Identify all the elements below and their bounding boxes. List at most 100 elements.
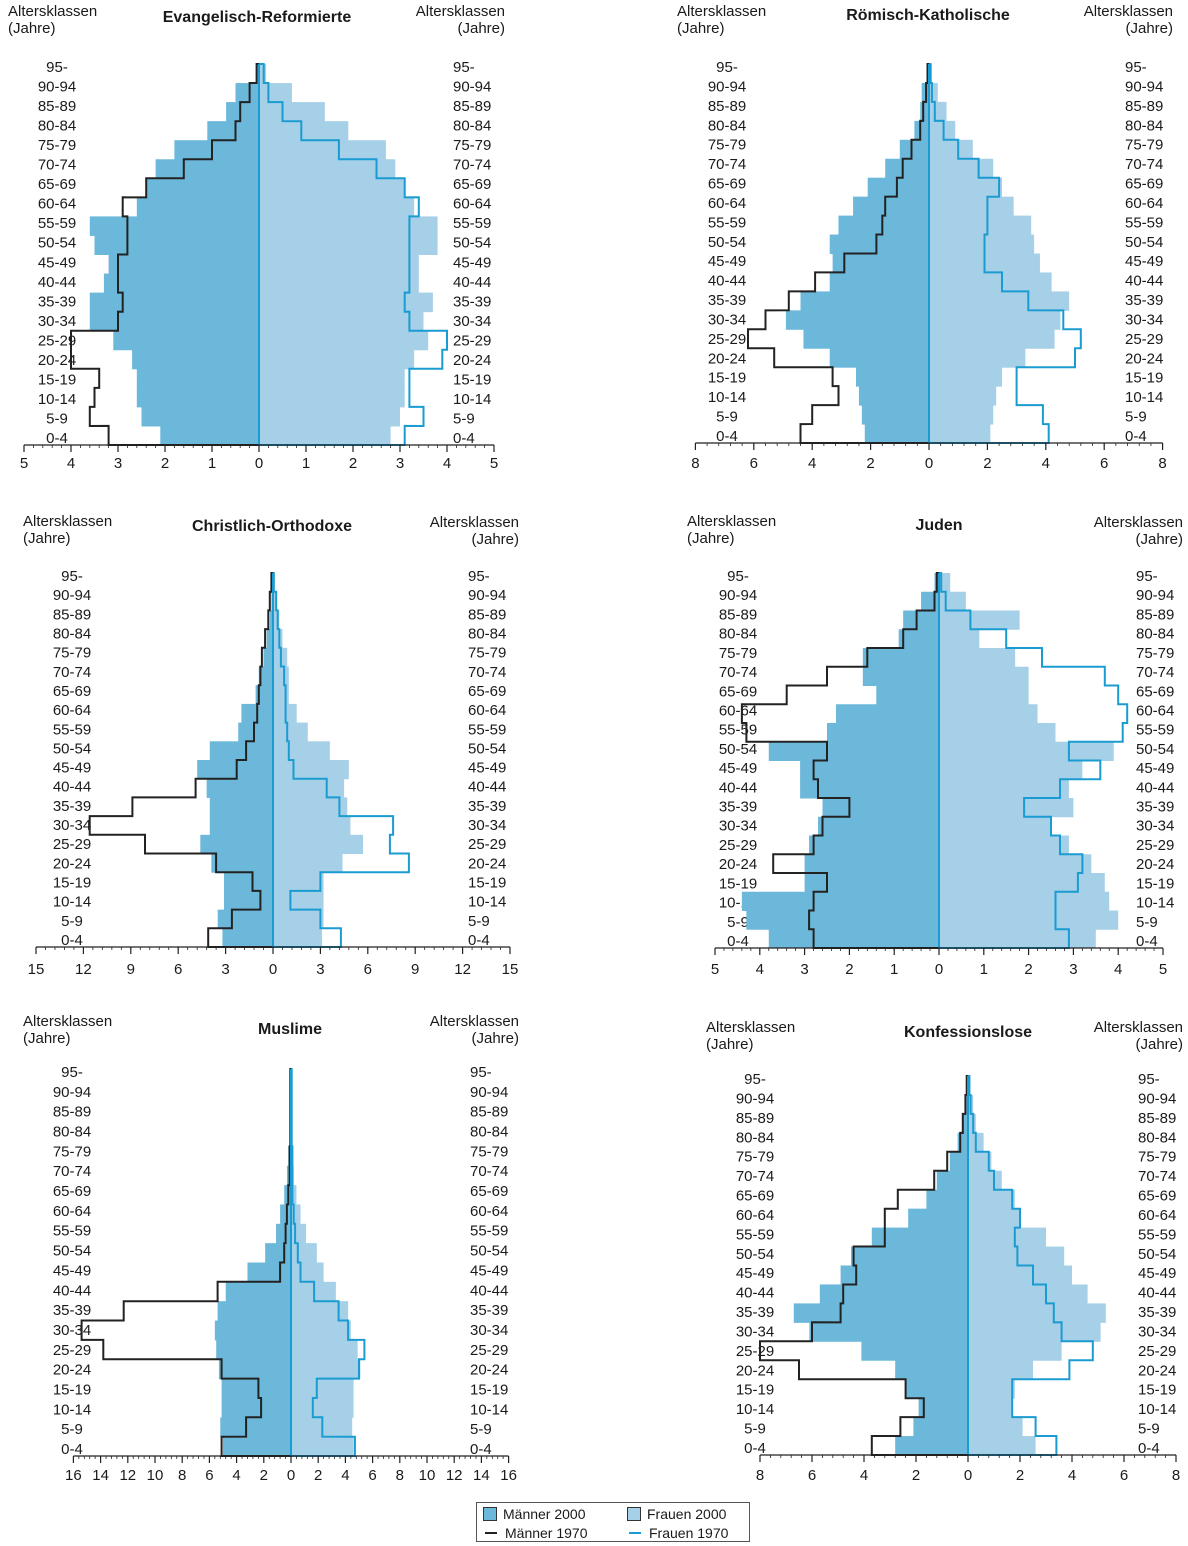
age-label-right: 95-: [1136, 568, 1158, 585]
age-label-left: 30-34: [708, 311, 746, 328]
axis-heading-left-unit: (Jahre): [706, 1036, 754, 1053]
axis-heading-left-unit: (Jahre): [23, 1030, 71, 1047]
x-tick-label: 1: [208, 455, 216, 472]
age-label-left: 55-59: [53, 721, 91, 738]
bar-men-2000: [160, 425, 259, 446]
x-tick-label: 8: [178, 1467, 186, 1484]
age-label-left: 95-: [61, 568, 83, 585]
bar-women-2000: [291, 1243, 317, 1263]
age-label-right: 0-4: [453, 430, 475, 447]
age-label-left: 80-84: [53, 1124, 91, 1141]
bar-men-2000: [216, 1339, 291, 1360]
bar-men-2000: [108, 254, 259, 275]
age-label-right: 50-54: [1138, 1246, 1176, 1263]
bar-men-2000: [214, 1320, 291, 1341]
age-label-right: 55-59: [470, 1223, 508, 1240]
bar-women-2000: [929, 177, 1002, 198]
x-tick-label: 8: [1172, 1467, 1180, 1484]
age-label-left: 75-79: [53, 1143, 91, 1160]
bar-men-2000: [209, 741, 273, 761]
age-label-left: 20-24: [719, 856, 757, 873]
age-label-right: 70-74: [453, 157, 491, 174]
chart-title: Muslime: [258, 1021, 322, 1038]
age-label-left: 20-24: [38, 352, 76, 369]
age-label-right: 20-24: [1136, 856, 1174, 873]
x-tick-label: 2: [314, 1467, 322, 1484]
age-label-right: 30-34: [1138, 1323, 1176, 1340]
age-label-right: 25-29: [1136, 837, 1174, 854]
x-tick-label: 8: [1158, 455, 1166, 472]
bar-men-2000: [856, 367, 929, 387]
age-label-left: 75-79: [736, 1149, 774, 1166]
bar-men-2000: [829, 348, 929, 368]
bar-women-2000: [259, 387, 405, 408]
age-label-right: 15-19: [470, 1381, 508, 1398]
bar-men-2000: [94, 235, 259, 255]
bar-men-2000: [209, 816, 273, 836]
bar-women-2000: [273, 797, 348, 817]
legend-label-women-2000: Frauen 2000: [647, 1506, 727, 1522]
age-label-left: 0-4: [744, 1440, 766, 1457]
age-label-right: 35-39: [1138, 1304, 1176, 1321]
x-tick-label: 12: [446, 1467, 463, 1484]
legend-item-men-2000: Männer 2000: [483, 1506, 586, 1522]
bar-women-2000: [259, 292, 433, 313]
x-tick-label: 0: [269, 961, 277, 978]
age-label-right: 0-4: [1136, 933, 1158, 950]
axis-heading-left: Altersklassen: [23, 1013, 112, 1030]
age-label-left: 65-69: [736, 1188, 774, 1205]
age-label-right: 30-34: [453, 313, 491, 330]
age-label-right: 5-9: [1138, 1421, 1160, 1438]
axis-heading-right: Altersklassen: [416, 3, 505, 20]
axis-heading-left-unit: (Jahre): [677, 20, 725, 37]
age-label-left: 50-54: [736, 1246, 774, 1263]
bar-men-2000: [768, 741, 939, 761]
bar-women-2000: [939, 760, 1083, 780]
age-label-right: 65-69: [453, 176, 491, 193]
bar-men-2000: [89, 311, 259, 332]
x-tick-label: 14: [473, 1467, 490, 1484]
bar-women-2000: [929, 367, 1002, 387]
bar-women-2000: [968, 1436, 1036, 1456]
age-label-right: 70-74: [1138, 1168, 1176, 1185]
age-label-right: 40-44: [1136, 779, 1174, 796]
bar-women-2000: [939, 629, 980, 649]
bar-men-2000: [103, 273, 260, 294]
age-label-left: 70-74: [736, 1168, 774, 1185]
bar-women-2000: [939, 648, 1016, 668]
age-label-left: 0-4: [727, 933, 749, 950]
bar-women-2000: [929, 215, 1032, 236]
bar-men-2000: [132, 349, 259, 370]
age-label-left: 85-89: [719, 606, 757, 623]
legend-line-women-1970: [629, 1532, 641, 1534]
bar-women-2000: [259, 121, 349, 141]
x-tick-label: 5: [1159, 961, 1167, 978]
age-label-right: 70-74: [1136, 664, 1174, 681]
bar-men-2000: [829, 234, 929, 254]
x-tick-label: 12: [119, 1467, 136, 1484]
age-label-left: 60-64: [38, 196, 76, 213]
bar-women-2000: [259, 406, 400, 427]
axis-heading-right: Altersklassen: [1084, 3, 1173, 20]
bar-men-2000: [221, 1378, 291, 1399]
axis-heading-left: Altersklassen: [8, 3, 97, 20]
bar-men-2000: [276, 1223, 291, 1244]
bar-women-2000: [273, 591, 277, 611]
age-label-right: 25-29: [453, 332, 491, 349]
age-label-left: 80-84: [38, 118, 76, 135]
age-label-right: 40-44: [453, 274, 491, 291]
bar-women-2000: [968, 1360, 1033, 1380]
bar-women-2000: [273, 610, 280, 630]
age-label-right: 5-9: [453, 410, 475, 427]
bar-women-2000: [273, 666, 289, 686]
axis-heading-right-unit: (Jahre): [471, 1030, 519, 1047]
bar-women-2000: [968, 1284, 1088, 1304]
bar-women-2000: [259, 178, 405, 198]
axis-heading-right: Altersklassen: [430, 1013, 519, 1030]
legend-swatch-men-2000: [483, 1507, 497, 1521]
bar-men-2000: [746, 910, 939, 930]
x-tick-label: 2: [260, 1467, 268, 1484]
bar-women-2000: [968, 1151, 992, 1172]
bar-women-2000: [939, 873, 1105, 893]
age-label-right: 35-39: [1125, 292, 1163, 309]
